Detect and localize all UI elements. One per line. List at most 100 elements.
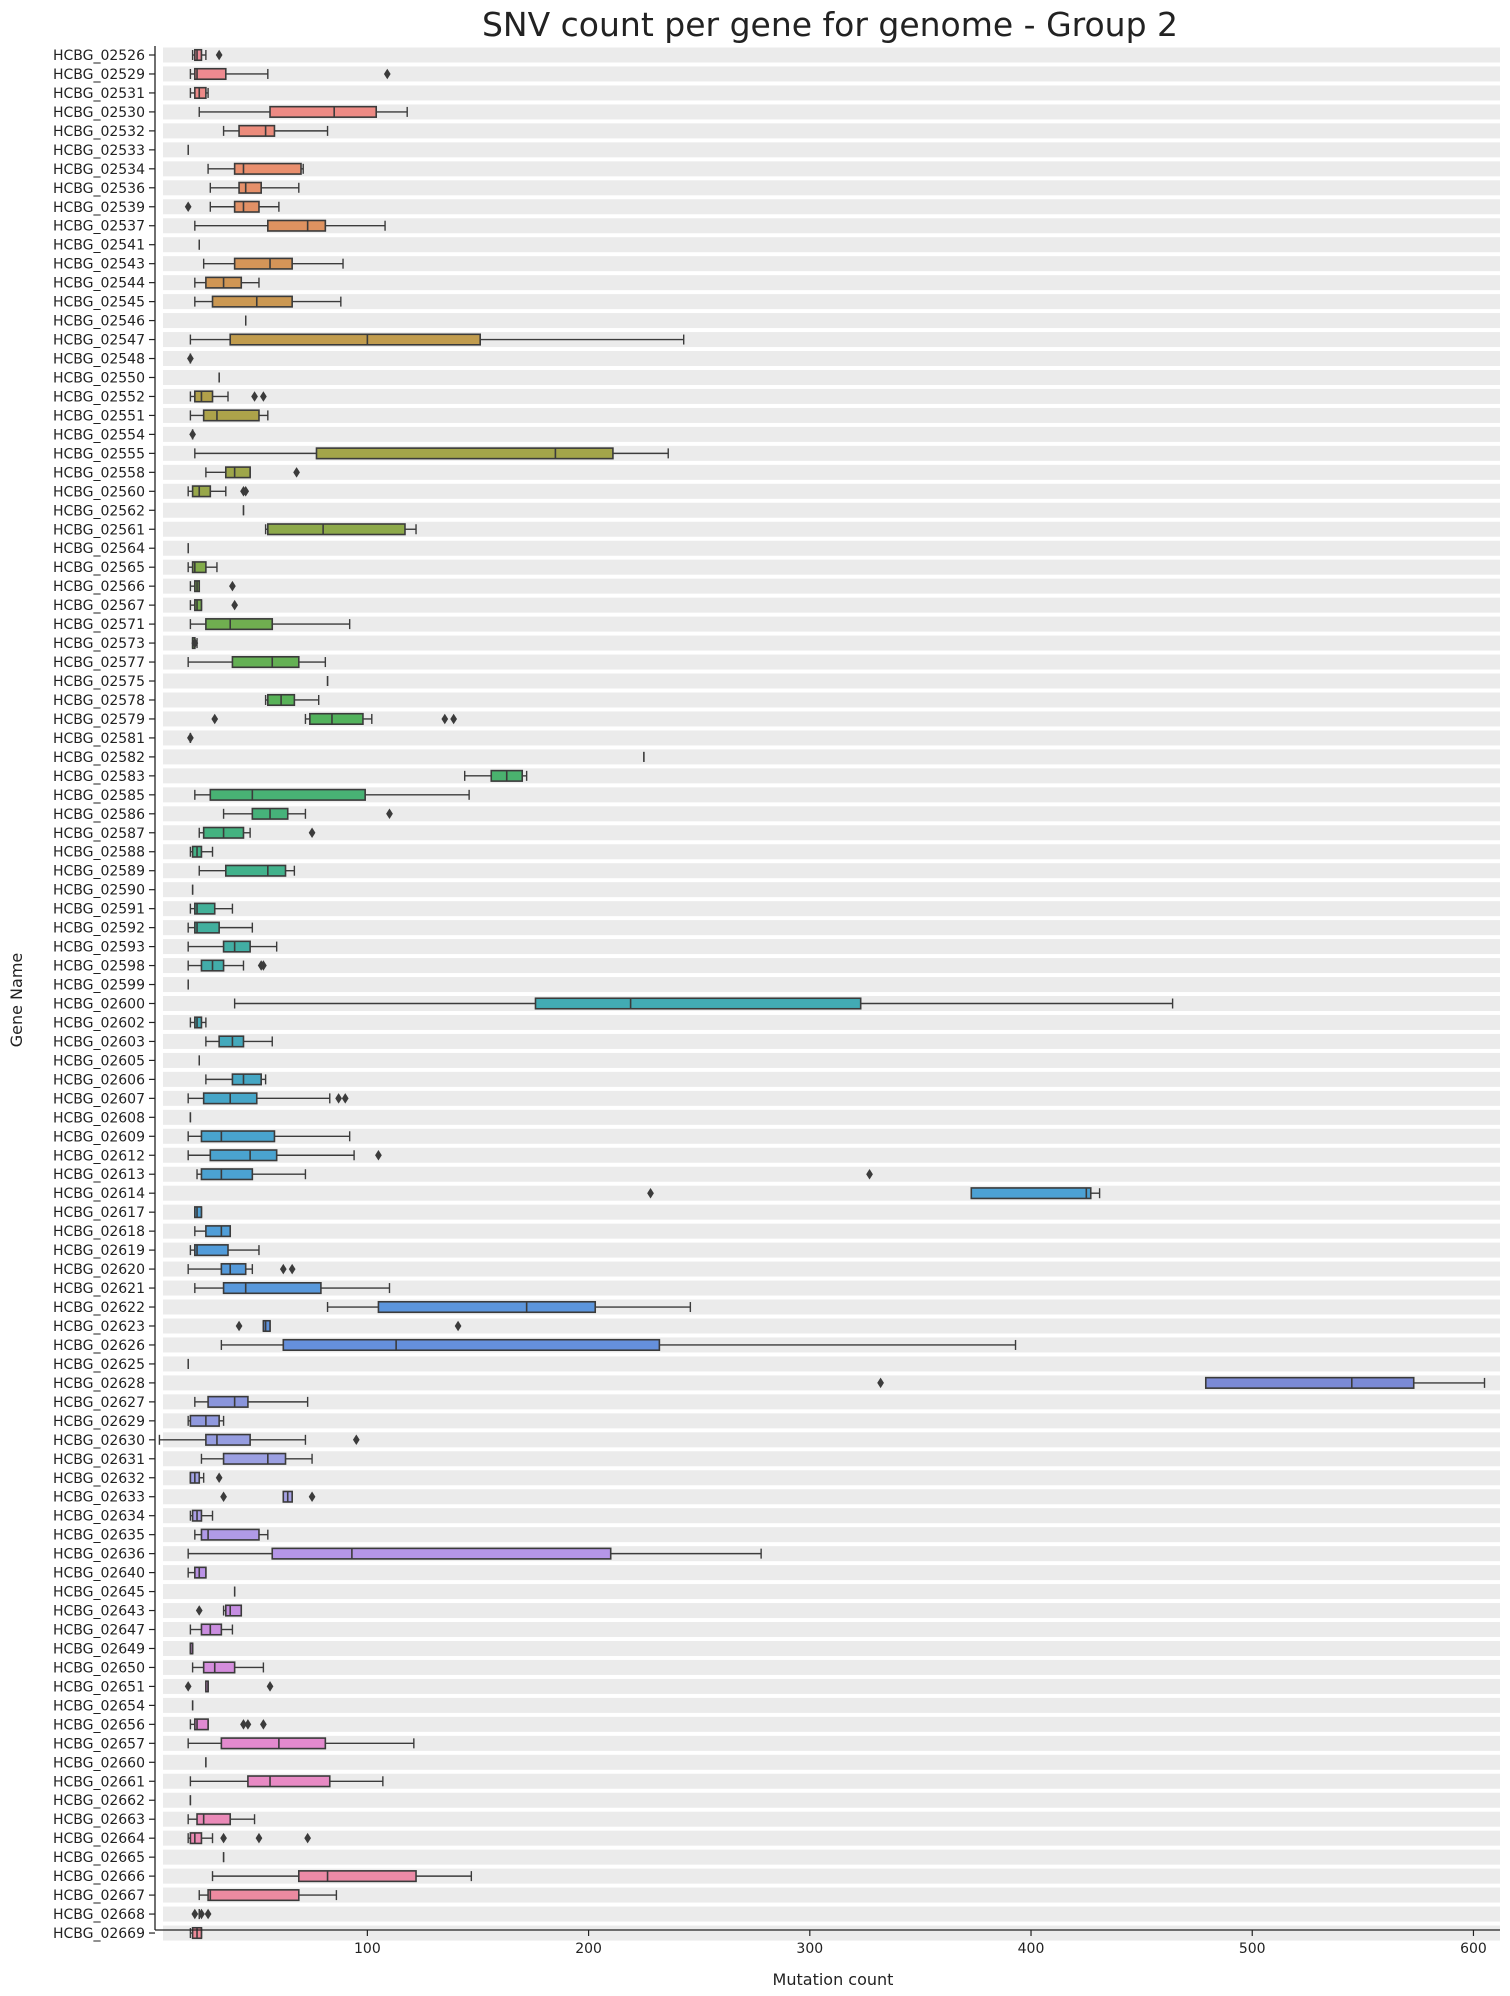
box-series <box>158 48 1486 1940</box>
y-tick-labels: HCBG_02526 HCBG_02529 HCBG_02531 HCBG_02530… <box>53 48 155 1942</box>
iqr-box <box>194 1206 203 1219</box>
row-band <box>163 1811 1500 1827</box>
box-HCBG_02618 <box>194 1225 232 1238</box>
row-band <box>163 920 1500 936</box>
box-HCBG_02585 <box>194 788 470 801</box>
y-tick-label: HCBG_02620 <box>53 1262 145 1278</box>
y-tick-label: HCBG_02537 <box>53 219 145 235</box>
y-tick-label: HCBG_02631 <box>53 1452 145 1468</box>
row-band <box>163 730 1500 746</box>
outlier-point <box>441 713 449 725</box>
iqr-box <box>194 1566 207 1579</box>
row-band <box>163 1735 1500 1751</box>
row-band <box>163 369 1500 385</box>
box-HCBG_02588 <box>189 845 214 858</box>
box-HCBG_02627 <box>194 1395 309 1408</box>
row-band <box>163 199 1500 215</box>
iqr-box <box>231 1073 262 1086</box>
outlier-point <box>335 1093 342 1104</box>
outlier-point <box>375 1150 382 1161</box>
row-band <box>163 1280 1500 1296</box>
row-band <box>163 1071 1500 1087</box>
box-HCBG_02630 <box>158 1433 360 1446</box>
iqr-box <box>238 124 276 137</box>
y-tick-label: HCBG_02612 <box>53 1148 145 1164</box>
box-HCBG_02529 <box>189 67 391 81</box>
row-band <box>163 1678 1500 1694</box>
box-HCBG_02636 <box>187 1547 762 1560</box>
y-tick-label: HCBG_02660 <box>53 1755 145 1771</box>
y-tick-label: HCBG_02650 <box>53 1660 145 1676</box>
iqr-box <box>229 333 481 346</box>
iqr-box <box>233 257 293 270</box>
y-tick-label: HCBG_02550 <box>53 370 145 386</box>
y-tick-label: HCBG_02621 <box>53 1281 145 1297</box>
y-tick-label: HCBG_02575 <box>53 674 145 690</box>
iqr-box <box>262 1319 271 1333</box>
y-tick-label: HCBG_02529 <box>53 67 145 83</box>
box-HCBG_02558 <box>205 466 300 479</box>
y-tick-label: HCBG_02560 <box>53 484 145 500</box>
box-HCBG_02603 <box>205 1035 273 1048</box>
y-tick-label: HCBG_02629 <box>53 1414 145 1430</box>
iqr-box <box>315 447 614 460</box>
iqr-box <box>200 1528 260 1541</box>
box-HCBG_02609 <box>187 1130 351 1143</box>
iqr-box <box>267 219 327 232</box>
y-tick-label: HCBG_02582 <box>53 750 145 766</box>
row-band <box>163 1052 1500 1068</box>
box-HCBG_02600 <box>233 997 1174 1010</box>
iqr-box <box>377 1300 597 1314</box>
iqr-box <box>194 1016 203 1029</box>
row-band <box>163 1622 1500 1638</box>
y-tick-label: HCBG_02565 <box>53 560 145 576</box>
row-band <box>163 540 1500 556</box>
iqr-box <box>194 599 203 612</box>
row-band <box>163 1413 1500 1429</box>
row-band <box>163 218 1500 234</box>
box-HCBG_02651 <box>184 1680 274 1693</box>
iqr-box <box>194 921 220 934</box>
iqr-box <box>233 200 260 213</box>
y-tick-label: HCBG_02649 <box>53 1641 145 1657</box>
box-HCBG_02656 <box>189 1718 267 1731</box>
outlier-point <box>187 353 194 364</box>
iqr-box <box>224 466 251 479</box>
iqr-box <box>207 1395 249 1408</box>
y-tick-label: HCBG_02554 <box>53 427 145 443</box>
row-band <box>163 1261 1500 1277</box>
iqr-box <box>194 1718 209 1731</box>
y-tick-label: HCBG_02552 <box>53 389 145 405</box>
y-tick-label: HCBG_02627 <box>53 1395 145 1411</box>
box-HCBG_02614 <box>647 1187 1101 1200</box>
iqr-box <box>205 1225 232 1238</box>
y-tick-label: HCBG_02567 <box>53 598 145 614</box>
row-band <box>163 1792 1500 1808</box>
outlier-point <box>341 1093 349 1104</box>
box-HCBG_02621 <box>194 1282 391 1295</box>
iqr-box <box>271 1547 612 1560</box>
outlier-point <box>260 960 267 971</box>
y-tick-label: HCBG_02571 <box>53 617 145 633</box>
row-band <box>163 1375 1500 1391</box>
y-tick-label: HCBG_02626 <box>53 1338 145 1354</box>
row-band <box>163 768 1500 784</box>
box-HCBG_02663 <box>187 1813 256 1826</box>
iqr-box <box>220 1263 247 1276</box>
row-band <box>163 1394 1500 1410</box>
outlier-point <box>260 1719 267 1730</box>
iqr-box <box>247 1775 331 1788</box>
row-band <box>163 1147 1500 1163</box>
outlier-point <box>308 1491 316 1502</box>
y-tick-label: HCBG_02566 <box>53 579 145 595</box>
outlier-point <box>215 49 223 61</box>
box-HCBG_02554 <box>189 429 196 440</box>
y-tick-label: HCBG_02651 <box>53 1679 145 1695</box>
outlier-point <box>240 1719 247 1730</box>
row-band <box>163 901 1500 917</box>
iqr-box <box>189 1832 203 1845</box>
box-HCBG_02536 <box>209 181 300 194</box>
y-tick-label: HCBG_02543 <box>53 257 145 273</box>
x-ticks: 100 200 300 400 500 600 <box>354 1930 1487 1957</box>
